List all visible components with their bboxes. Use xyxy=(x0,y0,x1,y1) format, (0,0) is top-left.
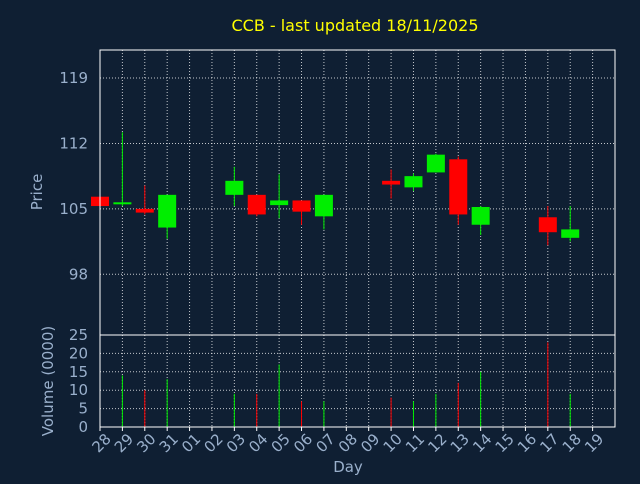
candle-body xyxy=(113,202,132,205)
candle-body xyxy=(538,217,557,233)
candle-body xyxy=(314,194,333,217)
marks-layer xyxy=(91,132,580,427)
candle-body xyxy=(471,206,490,225)
candle-body xyxy=(426,154,445,173)
candle-body xyxy=(225,180,244,195)
grid-layer xyxy=(99,50,615,428)
volume-tick-label: 25 xyxy=(69,326,88,344)
candle-body xyxy=(449,159,468,215)
candle-body xyxy=(404,176,423,188)
volume-tick-label: 0 xyxy=(78,418,88,436)
price-axis-label: Price xyxy=(28,174,46,211)
x-axis-label: Day xyxy=(333,458,363,476)
candle-body xyxy=(270,200,289,206)
volume-panel-frame xyxy=(99,334,616,428)
volume-tick-label: 15 xyxy=(69,363,88,381)
candle-body xyxy=(561,229,580,238)
price-tick-label: 112 xyxy=(59,134,88,152)
price-tick-label: 98 xyxy=(69,265,88,283)
candle-body xyxy=(292,200,311,212)
candle-body xyxy=(382,180,401,185)
candle-body xyxy=(158,194,177,228)
volume-tick-label: 10 xyxy=(69,381,88,399)
candle-body xyxy=(135,208,154,213)
price-tick-label: 105 xyxy=(59,200,88,218)
candle-body xyxy=(247,194,266,215)
volume-tick-label: 5 xyxy=(78,400,88,418)
price-tick-label: 119 xyxy=(59,69,88,87)
chart-title: CCB - last updated 18/11/2025 xyxy=(231,16,478,35)
volume-tick-label: 20 xyxy=(69,344,88,362)
volume-axis-label: Volume (0000) xyxy=(39,326,57,436)
